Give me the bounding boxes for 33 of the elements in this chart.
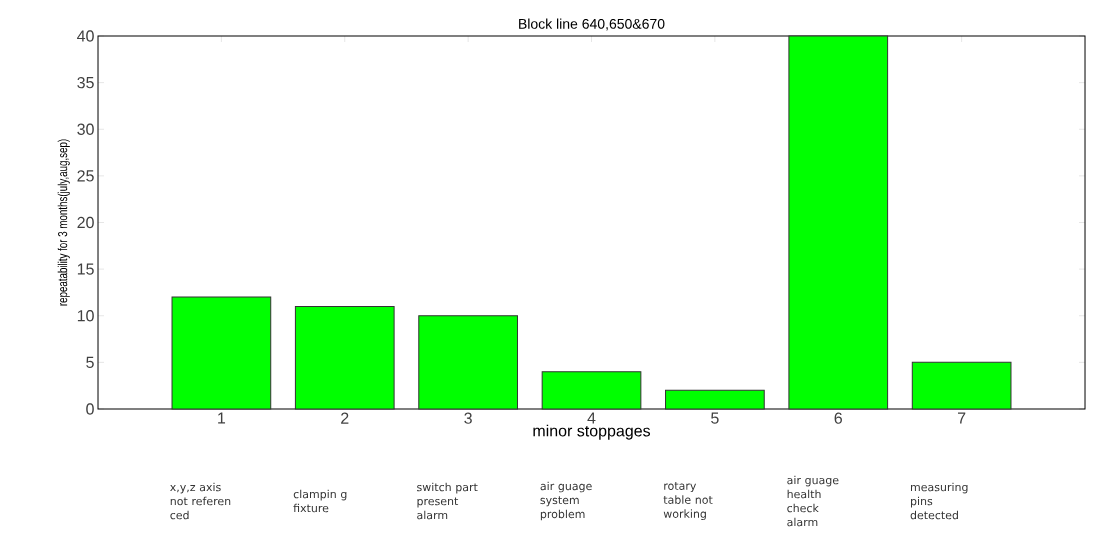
- text: air guage health check alarm: [787, 475, 839, 527]
- x-tick-label: 6: [834, 412, 842, 424]
- x-tick-label: 4: [587, 412, 596, 424]
- bar: [788, 35, 889, 410]
- text: air guage system problem: [540, 481, 592, 521]
- bar: [294, 305, 395, 410]
- y-tick-label: 10: [77, 310, 94, 322]
- text: rotary table not working: [663, 482, 713, 521]
- bar: [665, 389, 765, 410]
- x-tick-label: 1: [218, 412, 226, 424]
- y-tick-label: 15: [77, 263, 94, 275]
- y-tick-label: 20: [77, 216, 94, 229]
- y-tick-label: 25: [77, 170, 94, 182]
- x-tick-label: 7: [958, 412, 966, 424]
- text: measuring pins detected: [910, 482, 968, 520]
- text: switch part present alarm: [417, 482, 478, 520]
- x-tick-label: 5: [711, 412, 719, 424]
- x-tick-label: 2: [341, 412, 349, 424]
- y-tick-label: 40: [77, 30, 94, 42]
- y-tick-label: 5: [86, 356, 94, 368]
- bar: [541, 371, 642, 410]
- text: x,y,z axis not referen ced: [170, 482, 231, 520]
- y-tick-label: 35: [77, 76, 94, 89]
- text: clampin g fixture: [293, 489, 347, 513]
- bar: [911, 361, 1012, 410]
- y-axis-title: repeatability for 3 months(july,aug,sep): [57, 139, 70, 306]
- y-tick-label: 30: [77, 123, 94, 135]
- chart-title: Block line 640,650&670: [519, 18, 665, 31]
- x-tick-label: 3: [464, 412, 472, 424]
- bar: [418, 315, 518, 410]
- y-tick-label: 0: [86, 403, 94, 415]
- x-axis-title: minor stoppages: [533, 424, 651, 440]
- bar: [171, 296, 272, 410]
